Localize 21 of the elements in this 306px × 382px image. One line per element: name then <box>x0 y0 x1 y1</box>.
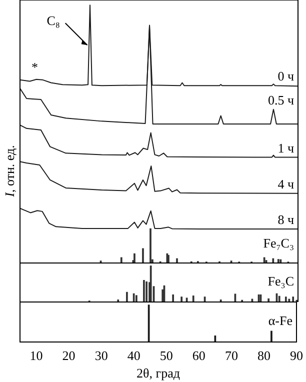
y-axis-title: I, отн. ед. <box>2 145 18 197</box>
x-tick-label: 20 <box>62 348 76 364</box>
series-label: Fe₇C₃ <box>263 235 294 250</box>
x-tick-label: 30 <box>94 348 108 364</box>
x-tick-label: 90 <box>290 348 303 364</box>
x-tick-label: 50 <box>160 348 173 364</box>
x-tick-label: 80 <box>257 348 270 364</box>
x-tick-label: 70 <box>224 348 238 364</box>
series-label: Fe₃C <box>268 273 294 288</box>
series-label: 8 ч <box>278 212 294 227</box>
series-label: 4 ч <box>278 176 294 192</box>
series-label: α-Fe <box>268 312 293 328</box>
x-tick-label: 10 <box>30 348 43 364</box>
series-label: 0.5 ч <box>268 92 294 108</box>
x-axis-title: 2θ, град <box>136 366 180 381</box>
series-label: 1 ч <box>278 140 294 156</box>
x-tick-label: 60 <box>192 348 206 364</box>
x-tick-label: 40 <box>127 348 140 364</box>
series-label: 0 ч <box>278 68 294 84</box>
annotation: * <box>31 59 38 74</box>
annotation: C₈ <box>46 13 60 28</box>
